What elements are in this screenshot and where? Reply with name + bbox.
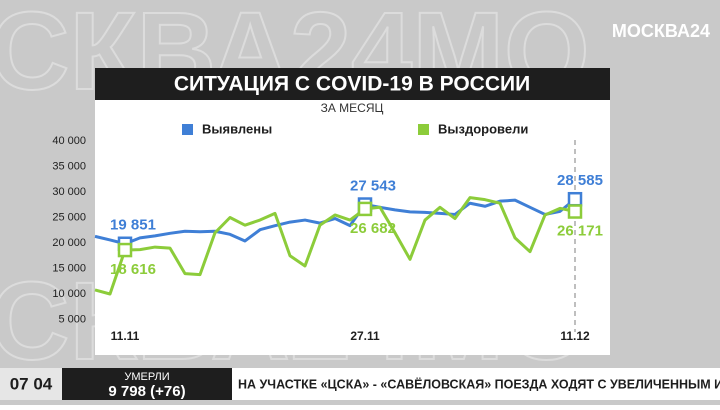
stat-label: УМЕРЛИ [124,371,169,383]
legend-label: Выздоровели [438,121,528,136]
point-marker [567,191,583,207]
y-tick-label: 10 000 [52,288,86,300]
stat-box [62,368,232,400]
title-bar [95,68,610,100]
data-label: 19 851 [110,217,156,234]
chart-subtitle: ЗА МЕСЯЦ [321,101,384,115]
y-tick-label: 15 000 [52,262,86,274]
legend-swatch [182,124,193,135]
point-marker [117,242,133,258]
data-label: 28 585 [557,172,603,189]
stat-value: 9 798 (+76) [108,383,185,400]
legend-swatch [418,124,429,135]
point-marker [567,204,583,219]
y-tick-label: 40 000 [52,135,86,147]
chart-title: СИТУАЦИЯ С COVID-19 В РОССИИ [174,73,530,96]
time-box [0,368,62,400]
series-line [94,196,576,296]
chart-panel [95,68,610,355]
point-marker [357,201,373,217]
data-label: 27 543 [350,177,396,194]
y-tick-label: 20 000 [52,237,86,249]
x-tick-label: 27.11 [350,329,380,343]
time: 07 04 [10,374,53,393]
y-tick-label: 35 000 [52,160,86,172]
y-tick-label: 5 000 [58,313,86,325]
y-tick-label: 30 000 [52,186,86,198]
headline: НА УЧАСТКЕ «ЦСКА» - «САВЁЛОВСКАЯ» ПОЕЗДА… [238,376,720,391]
x-tick-label: 11.12 [560,329,590,343]
legend-label: Выявлены [202,121,272,136]
data-label: 18 616 [110,261,156,278]
logo: МОСКВА24 [612,21,710,41]
data-label: 26 171 [557,222,603,239]
data-label: 26 682 [350,220,396,237]
y-tick-label: 25 000 [52,211,86,223]
plot: 5 000 10 000 15 000 20 000 25 000 30 000 35 00… [52,121,603,343]
x-tick-label: 11.11 [111,329,140,343]
